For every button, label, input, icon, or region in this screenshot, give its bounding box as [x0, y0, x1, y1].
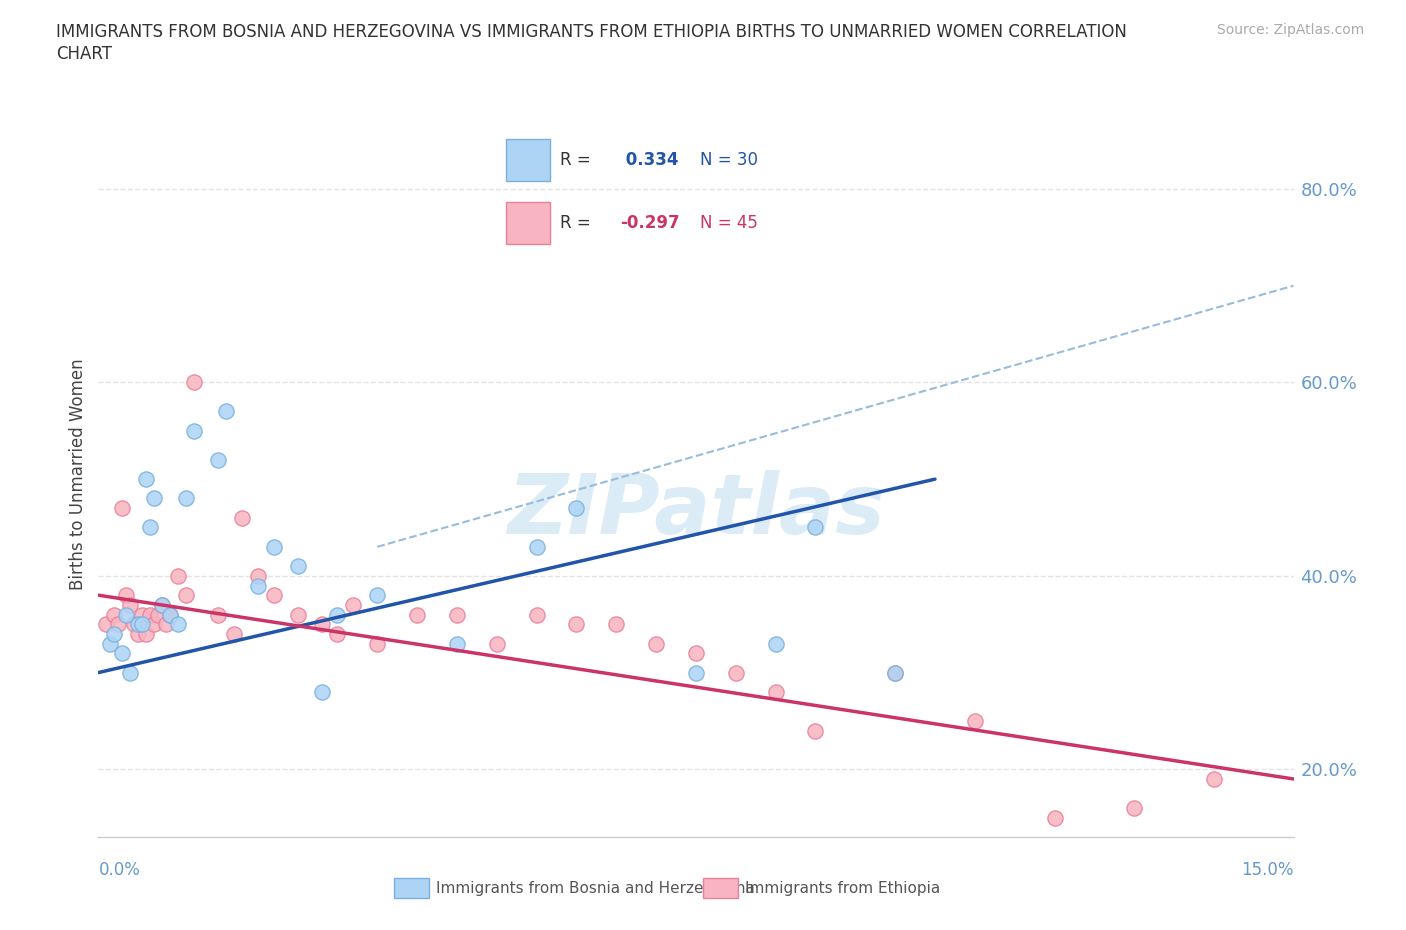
Point: [246, 568, 269, 583]
Point: [884, 665, 907, 680]
Point: [804, 724, 827, 738]
Text: ZIPatlas: ZIPatlas: [508, 470, 884, 551]
Point: [143, 491, 166, 506]
Point: [207, 452, 229, 467]
Point: [246, 578, 269, 593]
Point: [139, 607, 162, 622]
Point: [765, 684, 787, 699]
Point: [565, 617, 588, 631]
Point: [605, 617, 627, 631]
Point: [884, 665, 907, 680]
Point: [111, 645, 134, 660]
Point: [148, 607, 170, 622]
Point: [526, 539, 548, 554]
Text: Immigrants from Ethiopia: Immigrants from Ethiopia: [745, 881, 941, 896]
Point: [724, 665, 747, 680]
Point: [127, 617, 149, 631]
Point: [111, 500, 134, 515]
Point: [326, 627, 349, 642]
Point: [150, 597, 173, 612]
Point: [150, 597, 173, 612]
Point: [120, 597, 142, 612]
Point: [139, 520, 162, 535]
Point: [174, 588, 197, 603]
Point: [366, 588, 388, 603]
Point: [124, 617, 146, 631]
Point: [207, 607, 229, 622]
Point: [96, 617, 118, 631]
Y-axis label: Births to Unmarried Women: Births to Unmarried Women: [69, 358, 87, 591]
Text: IMMIGRANTS FROM BOSNIA AND HERZEGOVINA VS IMMIGRANTS FROM ETHIOPIA BIRTHS TO UNM: IMMIGRANTS FROM BOSNIA AND HERZEGOVINA V…: [56, 23, 1128, 41]
Point: [526, 607, 548, 622]
Point: [565, 500, 588, 515]
Point: [103, 607, 125, 622]
Point: [287, 607, 309, 622]
Point: [326, 607, 349, 622]
Point: [98, 636, 122, 651]
Point: [135, 472, 157, 486]
Point: [645, 636, 668, 651]
Point: [311, 617, 333, 631]
Text: CHART: CHART: [56, 45, 112, 62]
Point: [366, 636, 388, 651]
Point: [159, 607, 181, 622]
Point: [127, 627, 149, 642]
Point: [311, 684, 333, 699]
Point: [231, 511, 253, 525]
Point: [685, 645, 707, 660]
Point: [1123, 801, 1146, 816]
Point: [446, 607, 468, 622]
Point: [765, 636, 787, 651]
Point: [406, 607, 429, 622]
Point: [131, 617, 153, 631]
Text: 0.0%: 0.0%: [98, 860, 141, 879]
Point: [287, 559, 309, 574]
Point: [446, 636, 468, 651]
Text: Immigrants from Bosnia and Herzegovina: Immigrants from Bosnia and Herzegovina: [436, 881, 755, 896]
Point: [159, 607, 181, 622]
Point: [183, 423, 205, 438]
Point: [1202, 772, 1225, 787]
Point: [135, 627, 157, 642]
Point: [485, 636, 508, 651]
Point: [131, 607, 153, 622]
Point: [183, 375, 205, 390]
Point: [222, 627, 245, 642]
Point: [143, 617, 166, 631]
Point: [115, 607, 138, 622]
Point: [963, 713, 986, 728]
Point: [263, 588, 285, 603]
Point: [103, 627, 125, 642]
Point: [120, 665, 142, 680]
Point: [263, 539, 285, 554]
Point: [155, 617, 177, 631]
Point: [174, 491, 197, 506]
Point: [167, 617, 190, 631]
Point: [215, 404, 238, 418]
Text: 15.0%: 15.0%: [1241, 860, 1294, 879]
Point: [342, 597, 364, 612]
Point: [115, 588, 138, 603]
Point: [685, 665, 707, 680]
Point: [1043, 810, 1066, 825]
Point: [804, 520, 827, 535]
Point: [107, 617, 129, 631]
Point: [167, 568, 190, 583]
Text: Source: ZipAtlas.com: Source: ZipAtlas.com: [1216, 23, 1364, 37]
